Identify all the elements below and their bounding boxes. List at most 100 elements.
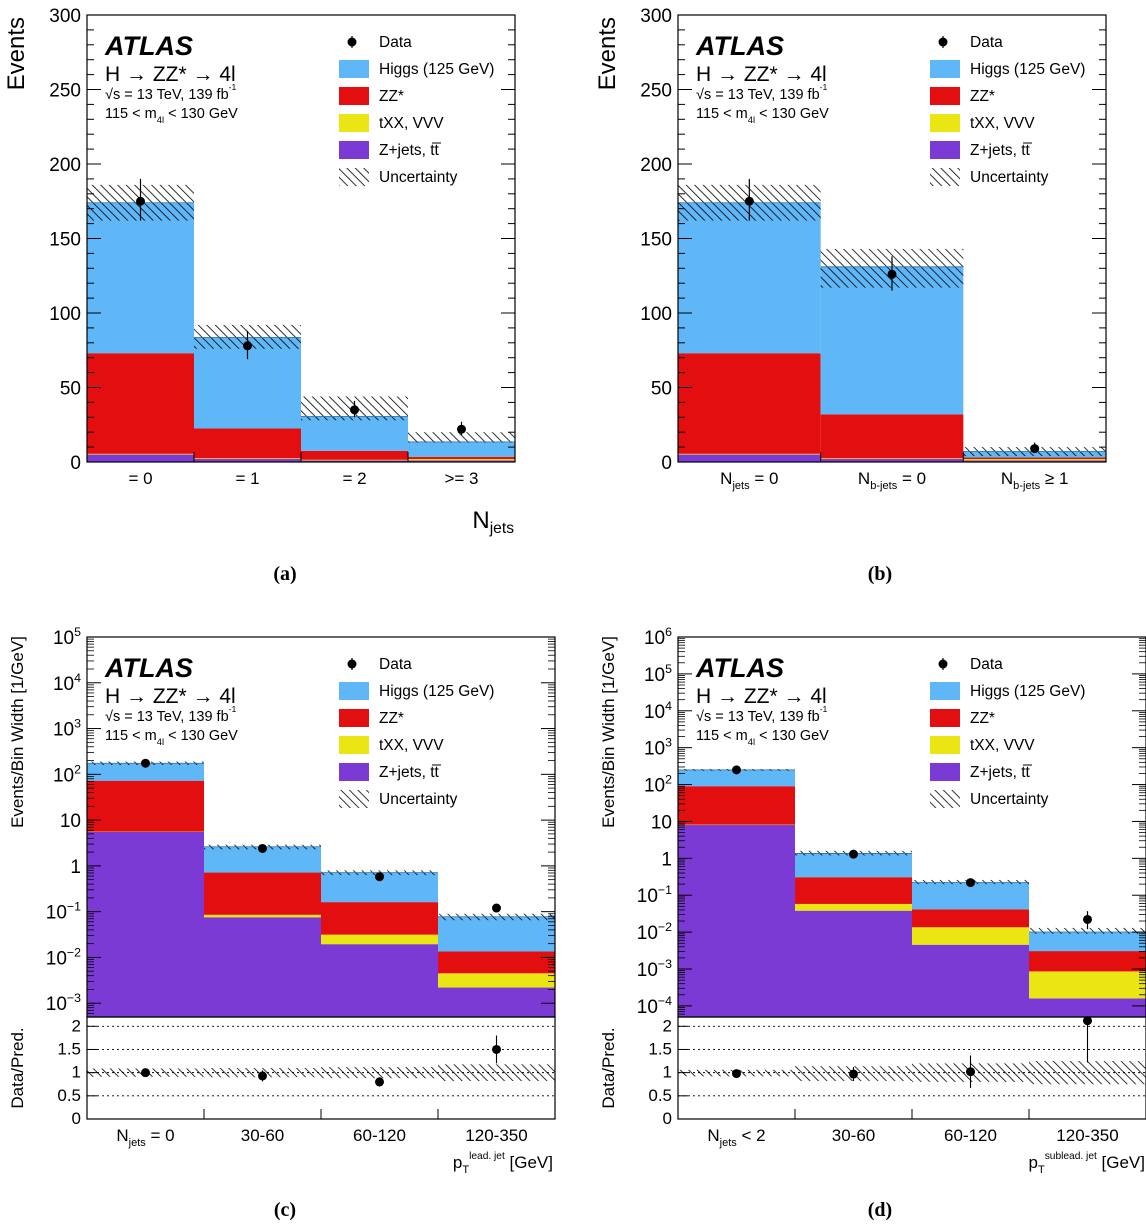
legend-label-zjets: Z+jets, tt̅ [379,142,442,159]
bar-zjets-3 [438,987,555,1017]
data-point-3 [457,424,466,434]
panel-a: 0 50 100 150 200 250 300 Events = 0 = 1 = 2 >= 3 Nje… [3,6,516,585]
x-category-label-1: Nb-jets = 0 [858,469,926,492]
bar-zjets-0 [87,831,204,1017]
ratio-tick-label: 0 [72,1109,81,1128]
legend-label-unc: Uncertainty [970,169,1049,186]
data-point-1 [887,269,897,279]
y-tick-label: 10−3 [46,991,81,1015]
caption: (b) [868,563,892,585]
x-category-label-1: 30-60 [241,1126,284,1145]
legend-swatch-txx [339,114,369,132]
legend-label-zz: ZZ* [379,88,404,105]
bar-zz-0 [87,780,204,832]
legend-swatch-unc [930,790,960,808]
ratio-tick-label: 1.5 [648,1039,672,1058]
atlas-label: ATLAS [695,31,784,61]
y-axis-label: Events/Bin Width [1/GeV] [599,636,618,828]
y-tick-label: 106 [644,625,672,649]
bar-higgs-3 [408,441,515,457]
bar-higgs-3 [1029,932,1146,952]
x-category-label-0: Njets < 2 [707,1126,765,1149]
bar-txx-2 [321,934,438,945]
legend-data-marker [938,37,948,47]
y-tick-label: 10 [651,812,672,833]
y-tick-label: 104 [53,671,81,695]
bar-zz-1 [204,872,321,915]
legend-label-zjets: Z+jets, tt̅ [379,764,442,781]
legend-swatch-zz [339,709,369,727]
atlas-label: ATLAS [104,31,193,61]
energy-label: √s = 13 TeV, 139 fb-1 [696,82,828,103]
legend-swatch-zz [930,709,960,727]
y-tick-label: 200 [640,155,672,176]
bar-txx-1 [795,903,912,911]
ratio-tick-label: 1 [663,1063,672,1082]
y-tick-label: 100 [640,304,672,325]
y-tick-label: 10−1 [46,900,81,924]
legend-label-zz: ZZ* [379,710,404,727]
mass-window-label: 115 < m4l < 130 GeV [105,728,238,747]
bar-txx-1 [820,458,964,460]
legend-swatch-zz [339,87,369,105]
legend-swatch-txx [930,114,960,132]
caption: (a) [273,563,296,585]
data-point-0 [732,765,741,775]
legend-label-unc: Uncertainty [970,791,1049,808]
bar-zjets-1 [204,917,321,1017]
ratio-point-0 [732,1069,741,1079]
y-tick-label: 150 [49,230,81,251]
data-point-0 [744,196,754,206]
legend-swatch-zjets [339,763,369,781]
bar-zz-2 [963,457,1106,460]
ratio-panel: 0 0.5 1 1.5 2 Data/Pred. [599,1016,1146,1128]
panel-d: 10−410−310−210−1110102103104105106Events… [599,625,1146,1221]
mass-window-label: 115 < m4l < 130 GeV [696,728,829,747]
atlas-label: ATLAS [695,653,784,683]
ratio-tick-label: 0.5 [57,1086,81,1105]
x-category-label-2: = 2 [342,469,366,488]
bar-zz-1 [194,428,301,459]
y-tick-label: 103 [53,717,81,741]
ratio-point-3 [1083,1016,1092,1026]
bar-zjets-1 [795,910,912,1017]
legend-swatch-zz [930,87,960,105]
legend-swatch-unc [339,168,369,186]
bar-higgs-1 [795,853,912,878]
x-axis-label: pTlead. jet [GeV] [453,1151,553,1176]
y-axis-label: Events/Bin Width [1/GeV] [8,636,27,828]
legend-label-higgs: Higgs (125 GeV) [970,61,1085,78]
y-tick-label: 1 [661,849,672,870]
bar-txx-3 [408,459,515,461]
legend-label-zjets: Z+jets, tt̅ [970,142,1033,159]
y-tick-label: 104 [644,699,672,723]
bar-txx-0 [678,453,821,455]
x-category-label-1: 30-60 [832,1126,875,1145]
ratio-tick-label: 1.5 [57,1039,81,1058]
legend-swatch-txx [930,736,960,754]
bar-txx-1 [194,458,301,460]
legend-label-unc: Uncertainty [379,791,458,808]
legend-label-unc: Uncertainty [379,169,458,186]
y-tick-label: 250 [49,81,81,102]
process-label: H → ZZ* → 4l [105,685,236,708]
bar-txx-1 [204,914,321,918]
x-category-label-2: 60-120 [944,1126,997,1145]
legend-label-txx: tXX, VVV [970,737,1035,754]
legend-label-higgs: Higgs (125 GeV) [379,61,494,78]
y-tick-label: 50 [651,379,672,400]
bar-txx-2 [963,459,1106,461]
bar-zz-0 [678,786,795,825]
legend-label-data: Data [970,34,1003,51]
ratio-tick-label: 0.5 [648,1086,672,1105]
y-tick-label: 105 [644,662,672,686]
y-tick-label: 250 [640,81,672,102]
legend-label-data: Data [970,656,1003,673]
bar-zjets-3 [1029,998,1146,1017]
bar-txx-2 [301,459,408,461]
data-point-0 [136,196,145,206]
uncertainty-band-3 [1029,927,1146,934]
data-point-2 [1030,444,1040,454]
